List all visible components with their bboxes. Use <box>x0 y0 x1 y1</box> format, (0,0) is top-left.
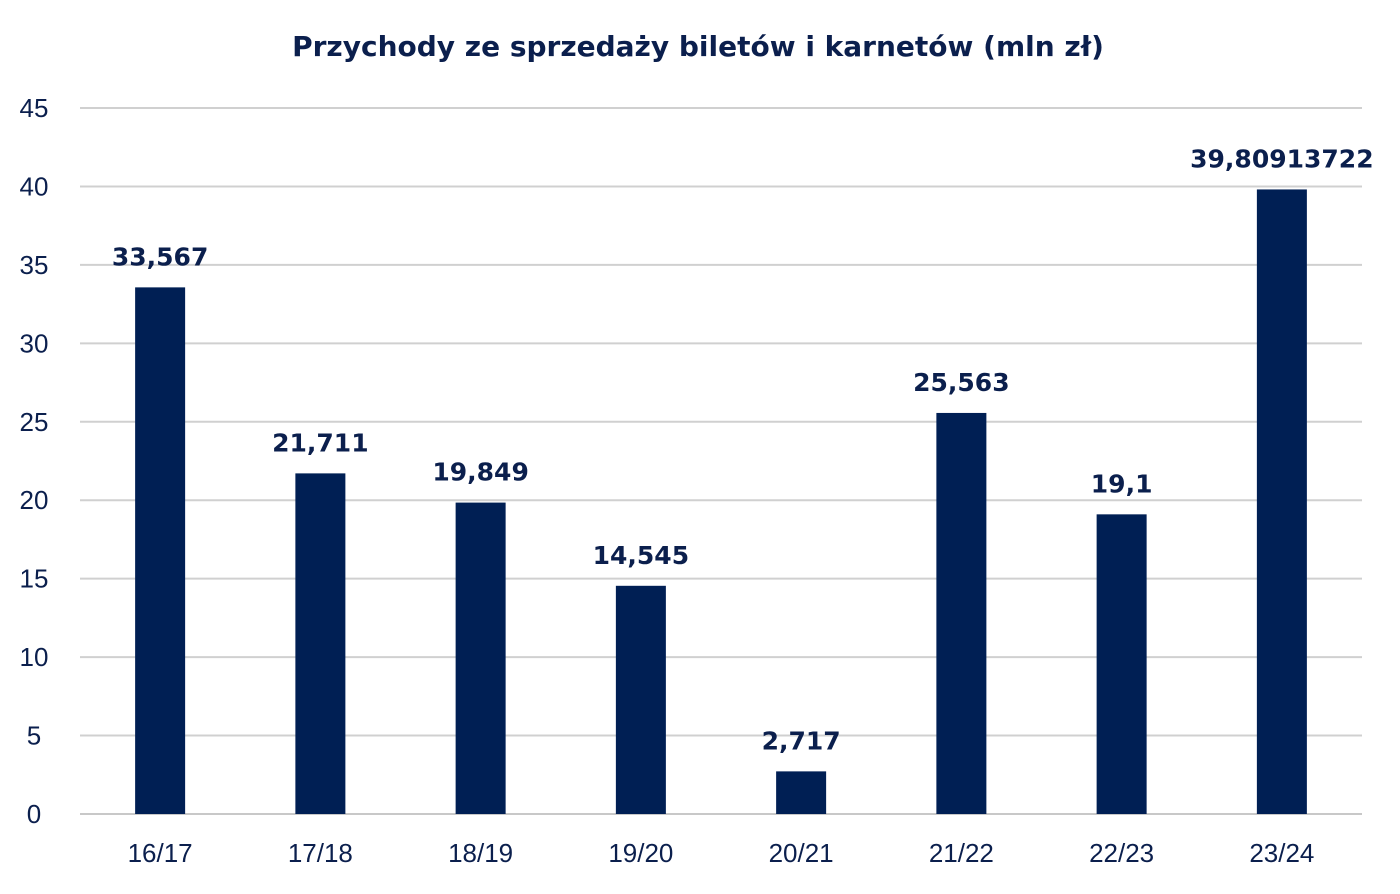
bar-value-label: 39,80913722 <box>1190 144 1373 173</box>
bar-value-label: 25,563 <box>913 368 1009 397</box>
x-tick-label: 16/17 <box>128 838 193 868</box>
x-axis-tick-labels: 16/17 17/18 18/19 19/20 20/21 21/22 22/23 23/24 <box>128 838 1315 868</box>
y-tick-label: 40 <box>20 171 49 201</box>
y-tick-label: 25 <box>20 407 49 437</box>
gridlines <box>80 107 1362 815</box>
y-tick-label: 45 <box>20 93 49 123</box>
bar-value-label: 19,1 <box>1091 469 1153 498</box>
bar <box>455 502 506 814</box>
y-tick-label: 0 <box>27 799 41 829</box>
y-tick-label: 15 <box>20 564 49 594</box>
x-tick-label: 20/21 <box>769 838 834 868</box>
bar <box>295 473 346 814</box>
chart-title: Przychody ze sprzedaży biletów i karnetó… <box>292 30 1104 63</box>
bar <box>1256 189 1307 815</box>
data-labels: 33,567 21,711 19,849 14,545 2,717 25,563 19,1 3… <box>112 144 1374 755</box>
y-tick-label: 30 <box>20 328 49 358</box>
bar <box>1096 514 1147 814</box>
y-tick-label: 5 <box>27 721 41 751</box>
x-tick-label: 23/24 <box>1249 838 1314 868</box>
x-tick-label: 19/20 <box>608 838 673 868</box>
x-tick-label: 21/22 <box>929 838 994 868</box>
bars <box>135 189 1307 815</box>
y-tick-label: 20 <box>20 485 49 515</box>
x-tick-label: 17/18 <box>288 838 353 868</box>
bar <box>615 585 666 814</box>
y-tick-label: 10 <box>20 642 49 672</box>
x-tick-label: 18/19 <box>448 838 513 868</box>
bar-value-label: 2,717 <box>762 726 841 755</box>
y-axis-tick-labels: 0 5 10 15 20 25 30 35 40 45 <box>20 93 49 829</box>
y-tick-label: 35 <box>20 250 49 280</box>
bar <box>135 287 186 814</box>
bar-value-label: 19,849 <box>432 458 528 487</box>
bar-value-label: 14,545 <box>593 541 689 570</box>
bar <box>776 771 827 814</box>
bar-value-label: 21,711 <box>272 428 368 457</box>
bar <box>936 412 987 814</box>
bar-value-label: 33,567 <box>112 242 208 271</box>
x-tick-label: 22/23 <box>1089 838 1154 868</box>
